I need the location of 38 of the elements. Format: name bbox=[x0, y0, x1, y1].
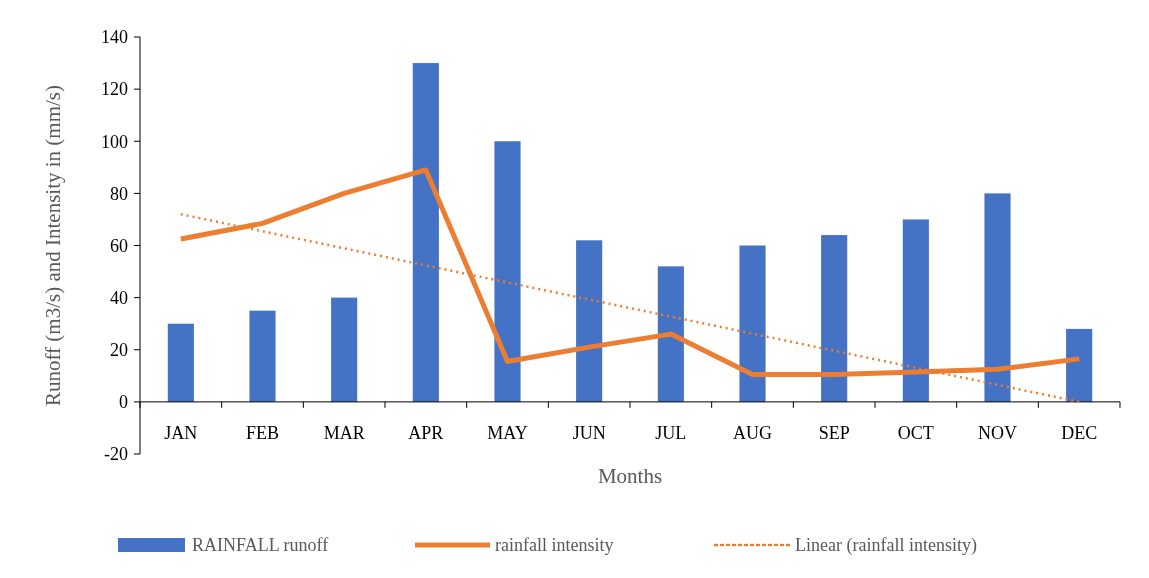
bar bbox=[494, 141, 521, 402]
x-axis-title: Months bbox=[597, 464, 663, 488]
y-tick-label: 60 bbox=[110, 235, 128, 256]
bar bbox=[821, 235, 848, 402]
y-tick-label: 0 bbox=[119, 392, 128, 413]
y-tick-label: 140 bbox=[101, 27, 128, 48]
x-tick-label: APR bbox=[408, 422, 444, 443]
y-tick-label: 120 bbox=[101, 79, 128, 100]
bar bbox=[657, 266, 684, 402]
x-tick-label: JAN bbox=[164, 422, 198, 443]
bar bbox=[739, 245, 766, 402]
bar bbox=[1066, 328, 1093, 402]
bar bbox=[167, 323, 194, 402]
bar bbox=[902, 219, 929, 402]
y-tick-label: 20 bbox=[110, 340, 128, 361]
y-tick-label: 80 bbox=[110, 183, 128, 204]
x-tick-label: SEP bbox=[818, 422, 850, 443]
x-tick-label: AUG bbox=[733, 422, 772, 443]
legend-label: RAINFALL runoff bbox=[192, 535, 329, 556]
y-axis-title: Runoff (m3/s) and Intensity in (mm/s) bbox=[41, 84, 65, 406]
x-tick-label: OCT bbox=[897, 422, 934, 443]
legend-label: Linear (rainfall intensity) bbox=[795, 535, 977, 557]
bar bbox=[412, 63, 439, 402]
bar bbox=[249, 310, 276, 402]
y-tick-label: 40 bbox=[110, 287, 128, 308]
x-tick-label: DEC bbox=[1061, 422, 1098, 443]
y-tick-label: -20 bbox=[104, 444, 128, 465]
x-tick-label: FEB bbox=[245, 422, 280, 443]
x-tick-label: JUN bbox=[572, 422, 606, 443]
bar bbox=[331, 297, 358, 402]
x-tick-label: JUL bbox=[655, 422, 687, 443]
bar bbox=[576, 240, 603, 402]
legend-label: rainfall intensity bbox=[495, 535, 614, 556]
x-tick-label: MAR bbox=[323, 422, 365, 443]
y-tick-label: 100 bbox=[101, 131, 128, 152]
x-tick-label: MAY bbox=[487, 422, 528, 443]
bar bbox=[984, 193, 1011, 402]
x-tick-label: NOV bbox=[978, 422, 1017, 443]
